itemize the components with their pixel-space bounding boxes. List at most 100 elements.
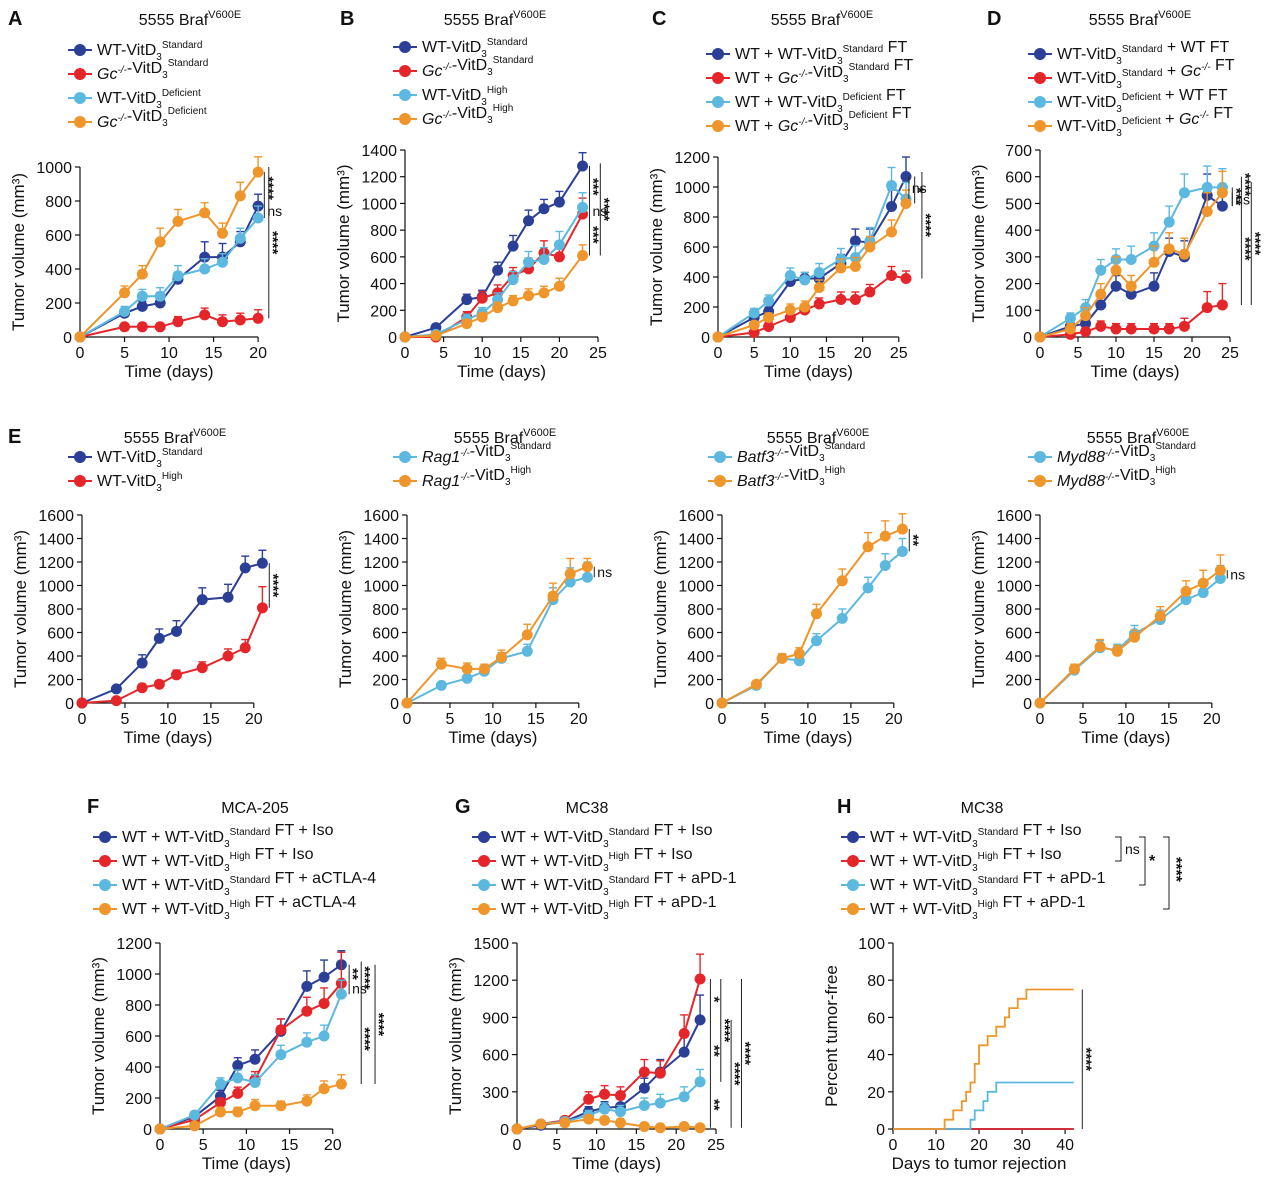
data-point [492, 302, 504, 314]
x-tick-label: 10 [1117, 711, 1135, 728]
data-point [1110, 264, 1122, 276]
stat-label: **** [726, 1062, 743, 1086]
y-tick-label: 1000 [996, 579, 1032, 596]
legend-text: WT + WT-VitD [735, 46, 837, 63]
legend-sup: High [609, 851, 630, 862]
y-tick-label: 400 [125, 1060, 152, 1077]
data-point [399, 331, 411, 343]
data-point [1111, 645, 1123, 657]
data-point [249, 1100, 261, 1112]
data-point [813, 282, 825, 293]
data-point [1080, 326, 1092, 338]
legend-marker [1034, 96, 1046, 108]
x-axis-label: Time (days) [763, 728, 852, 747]
legend-marker [74, 475, 86, 487]
data-point [654, 1067, 666, 1079]
data-point [252, 212, 264, 224]
x-tick-label: 5 [120, 345, 129, 362]
data-point [1148, 323, 1160, 335]
data-point [896, 545, 908, 557]
legend-label-2: WT-VitD3Deficient + WT FT [1057, 87, 1228, 115]
y-tick-label: 60 [867, 1010, 885, 1027]
x-tick-label: 0 [889, 1137, 898, 1154]
x-axis-label: Time (days) [448, 728, 537, 747]
legend-marker [847, 855, 859, 867]
series-3 [893, 988, 1074, 1130]
x-axis-label: Days to tumor rejection [892, 1154, 1067, 1173]
x-tick-label: 0 [156, 1137, 165, 1154]
data-point [896, 523, 908, 535]
x-tick-label: 20 [1203, 711, 1221, 728]
legend-sub: 3 [972, 839, 978, 850]
data-point [811, 635, 822, 647]
legend-sub: 3 [1150, 453, 1156, 464]
data-point [879, 560, 891, 572]
data-point [1064, 312, 1076, 324]
x-tick-label: 20 [570, 711, 588, 728]
title-text: MCA-205 [221, 800, 289, 817]
title-text: 5555 Braf [124, 430, 194, 447]
stat-label: ** [344, 968, 361, 980]
data-point [275, 1024, 287, 1036]
data-point [335, 1078, 347, 1090]
y-tick-label: 200 [372, 673, 399, 690]
legend-gene: Gc [1181, 63, 1201, 80]
legend-text: WT + WT-VitD [870, 901, 972, 918]
legend-sup: Deficient [1122, 116, 1161, 127]
stat-label: ns [1235, 191, 1250, 207]
stat-label: **** [736, 1042, 753, 1066]
data-point [232, 1072, 244, 1084]
legend-sup: -/- [1199, 110, 1209, 121]
legend-sub: 3 [481, 97, 487, 108]
x-tick-label: 5 [121, 711, 130, 728]
y-tick-label: 1600 [363, 508, 399, 525]
series-line [516, 1118, 701, 1130]
legend-text: FT + aPD-1 [629, 894, 716, 911]
panel-title: 5555 BrafV600E [124, 427, 226, 447]
x-tick-label: 10 [484, 711, 502, 728]
data-point [136, 268, 148, 280]
y-tick-label: 1200 [363, 555, 399, 572]
legend-sup: -/- [1105, 448, 1115, 459]
legend-label-0: WT + WT-VitD3Standard FT + Iso [870, 822, 1082, 850]
data-point [862, 541, 874, 553]
series-3 [74, 156, 264, 343]
x-axis-label: Time (days) [1090, 362, 1179, 381]
panel-title: MC38 [566, 800, 609, 817]
data-point [435, 658, 447, 670]
data-point [172, 270, 184, 282]
x-tick-label: 15 [628, 1137, 646, 1154]
data-point [694, 1014, 706, 1026]
legend-stat-label: * [1149, 853, 1156, 870]
data-point [335, 988, 347, 1000]
data-point [886, 270, 898, 281]
data-point [435, 679, 447, 691]
y-tick-label: 600 [125, 1029, 152, 1046]
series-line [717, 203, 907, 338]
title-sup: V600E [523, 427, 556, 439]
legend-text: WT + WT-VitD [122, 901, 224, 918]
legend-sub: 3 [505, 453, 511, 464]
legend-sub: 3 [972, 911, 978, 922]
y-tick-label: 200 [45, 296, 72, 313]
data-point [110, 695, 122, 707]
data-point [256, 602, 268, 614]
panel-title: MC38 [961, 800, 1004, 817]
stat-label: * [705, 996, 722, 1002]
data-point [678, 1121, 690, 1133]
legend-sub: 3 [843, 122, 849, 133]
series-3 [712, 189, 912, 343]
x-tick-label: 10 [799, 711, 817, 728]
legend-text: WT-VitD [97, 473, 156, 490]
legend-text: WT-VitD [1057, 70, 1116, 87]
data-point [1163, 216, 1175, 228]
data-point [1201, 181, 1213, 193]
data-point [496, 651, 507, 663]
legend-sup: -/- [774, 448, 784, 459]
legend-text: WT + WT-VitD [122, 853, 224, 870]
series-line [717, 176, 907, 338]
legend-sup: Standard [843, 44, 884, 55]
x-tick-label: 20 [1183, 345, 1201, 362]
